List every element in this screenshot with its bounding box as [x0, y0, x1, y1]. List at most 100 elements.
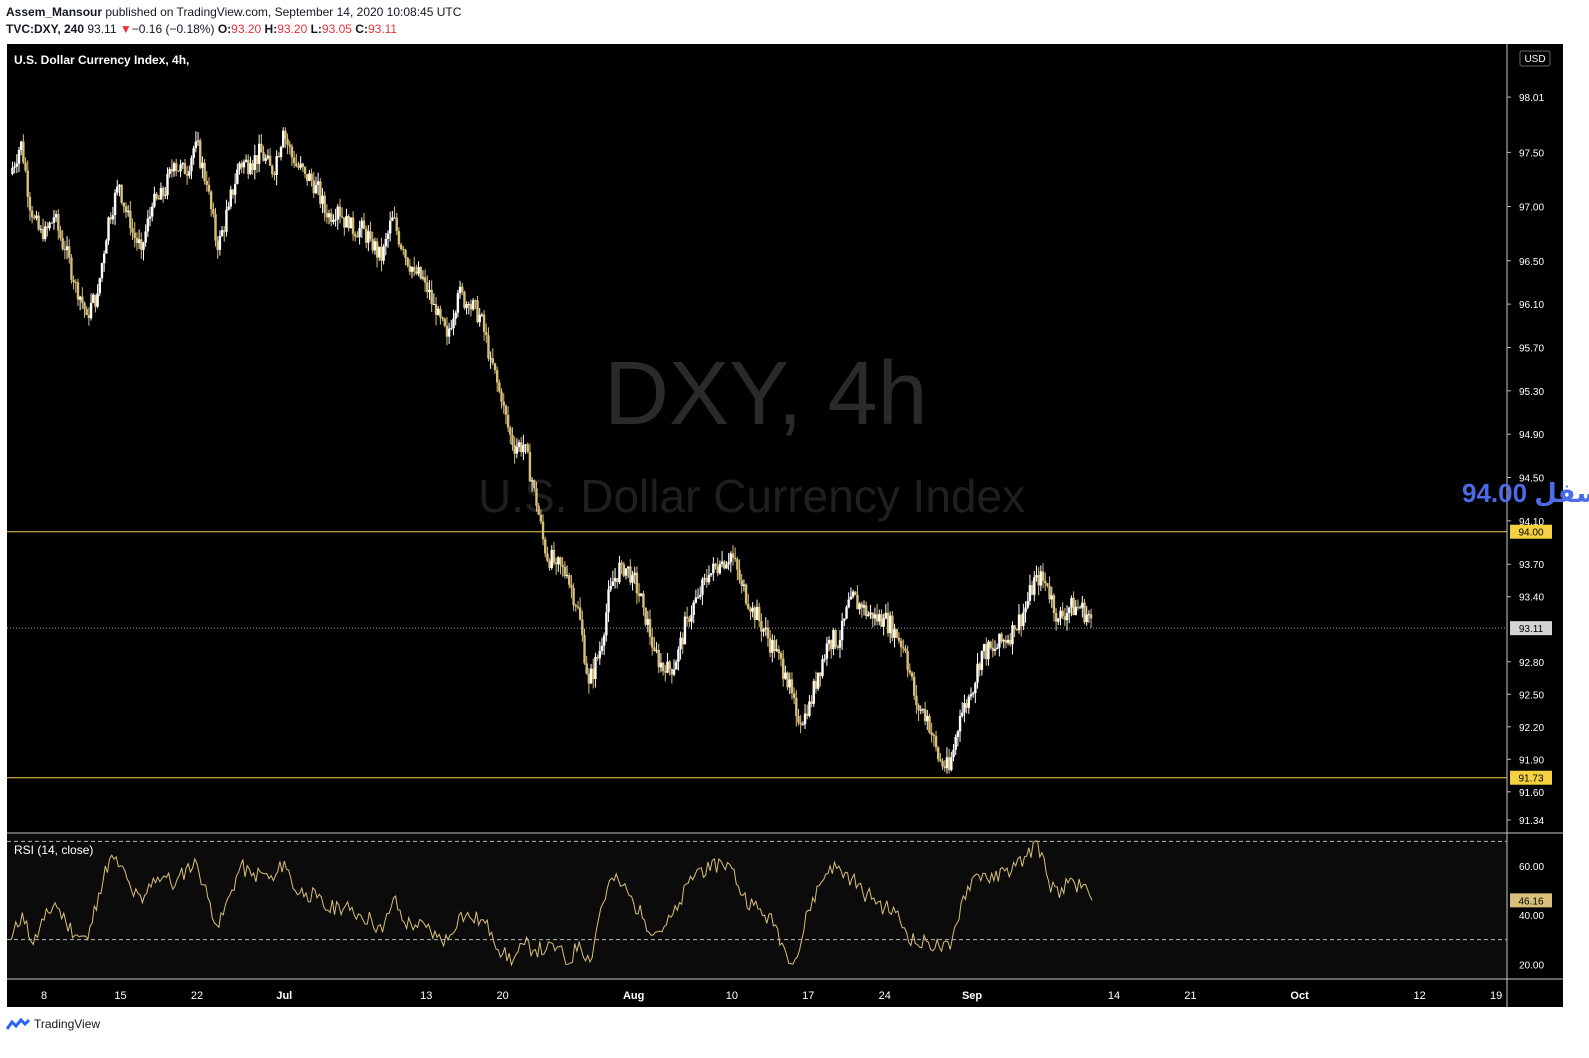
open-label: O:	[217, 22, 232, 36]
candle-down	[500, 391, 503, 402]
candle-up	[969, 694, 973, 697]
candle-down	[587, 673, 591, 684]
currency-badge[interactable]	[1519, 50, 1551, 67]
candle-up	[858, 603, 861, 610]
candle-down	[482, 314, 486, 333]
candle-up	[148, 216, 152, 219]
candle-down	[487, 335, 490, 359]
candle-down	[131, 228, 134, 233]
candle-up	[950, 757, 953, 771]
rsi-series: 60.00 40.00 20.00 46.16	[7, 840, 1552, 971]
candle-down	[247, 159, 250, 175]
candle-up	[196, 140, 200, 142]
time-axis[interactable]: 8 15 22 Jul 13 20 Aug 10 17 24 Sep 14 21 Oct 12 19	[41, 990, 1502, 1002]
currency-label: USD	[1524, 54, 1545, 65]
time-tick-label: 21	[1184, 990, 1196, 1002]
candle-down	[255, 155, 259, 164]
candle-up	[111, 215, 115, 220]
candle-down	[830, 640, 833, 650]
candle-up	[1022, 612, 1025, 627]
candle-down	[897, 637, 901, 641]
candle-down	[63, 249, 67, 251]
candle-up	[1050, 595, 1053, 600]
candle-down	[33, 217, 36, 219]
candle-up	[489, 358, 492, 360]
candle-up	[683, 616, 687, 645]
candle-down	[1054, 613, 1058, 622]
candle-down	[485, 332, 488, 336]
candle-down	[476, 300, 479, 323]
time-tick-label: Jul	[276, 990, 292, 1002]
candle-up	[471, 300, 475, 310]
candle-up	[847, 599, 850, 608]
candle-up	[229, 189, 232, 207]
candle-up	[1006, 639, 1010, 643]
candle-up	[456, 293, 460, 313]
candle-down	[59, 230, 62, 238]
candle-up	[624, 568, 628, 576]
candle-up	[384, 239, 388, 247]
candle-up	[679, 637, 682, 650]
candle-down	[923, 709, 927, 722]
candle-down	[301, 163, 305, 167]
candle-up	[166, 173, 169, 196]
candle-down	[941, 760, 944, 767]
candle-up	[690, 614, 693, 622]
candle-up	[926, 715, 929, 722]
candle-down	[461, 286, 464, 292]
candle-down	[806, 713, 809, 716]
candle-up	[373, 241, 377, 251]
candle-down	[81, 296, 84, 303]
candle-down	[185, 174, 189, 176]
candle-down	[1009, 639, 1012, 645]
candle-down	[648, 619, 652, 637]
candle-down	[985, 644, 988, 660]
candle-up	[279, 147, 283, 157]
candle-down	[519, 442, 523, 453]
candle-up	[788, 679, 791, 688]
candle-down	[135, 237, 139, 244]
candle-down	[554, 562, 558, 565]
candle-up	[827, 640, 831, 644]
author-name[interactable]: Assem_Mansour	[6, 5, 103, 19]
candle-down	[664, 671, 667, 673]
candle-up	[982, 644, 986, 651]
brand-footer[interactable]: TradingView	[6, 1017, 100, 1031]
candle-down	[856, 595, 859, 610]
candle-up	[602, 635, 606, 646]
candle-up	[1011, 625, 1014, 645]
candle-down	[506, 414, 510, 428]
candle-down	[744, 584, 748, 604]
rsi-title: RSI (14, close)	[14, 843, 93, 857]
candle-up	[655, 649, 658, 651]
candle-down	[578, 607, 582, 620]
candle-down	[670, 669, 674, 675]
candle-down	[50, 222, 53, 224]
candle-down	[581, 619, 584, 636]
price-tick-label: 93.70	[1519, 560, 1544, 571]
candle-down	[537, 505, 540, 515]
candle-down	[57, 214, 60, 231]
candle-down	[1063, 616, 1067, 621]
candle-down	[913, 676, 916, 696]
candle-up	[44, 226, 47, 240]
candle-up	[845, 607, 848, 619]
candle-up	[987, 641, 990, 660]
time-tick-label: 14	[1108, 990, 1120, 1002]
candle-down	[668, 661, 671, 670]
close-value: 93.11	[367, 22, 398, 36]
candle-down	[177, 170, 180, 172]
candle-up	[1085, 614, 1088, 623]
candle-up	[100, 263, 104, 279]
candle-down	[395, 217, 398, 232]
candle-up	[557, 557, 560, 565]
candle-up	[19, 141, 23, 150]
candle-down	[404, 249, 407, 258]
candle-up	[565, 575, 569, 577]
candle-up	[437, 308, 440, 315]
candle-down	[583, 635, 586, 664]
candle-up	[417, 267, 420, 274]
candle-up	[478, 314, 481, 323]
time-tick-label: 15	[114, 990, 126, 1002]
